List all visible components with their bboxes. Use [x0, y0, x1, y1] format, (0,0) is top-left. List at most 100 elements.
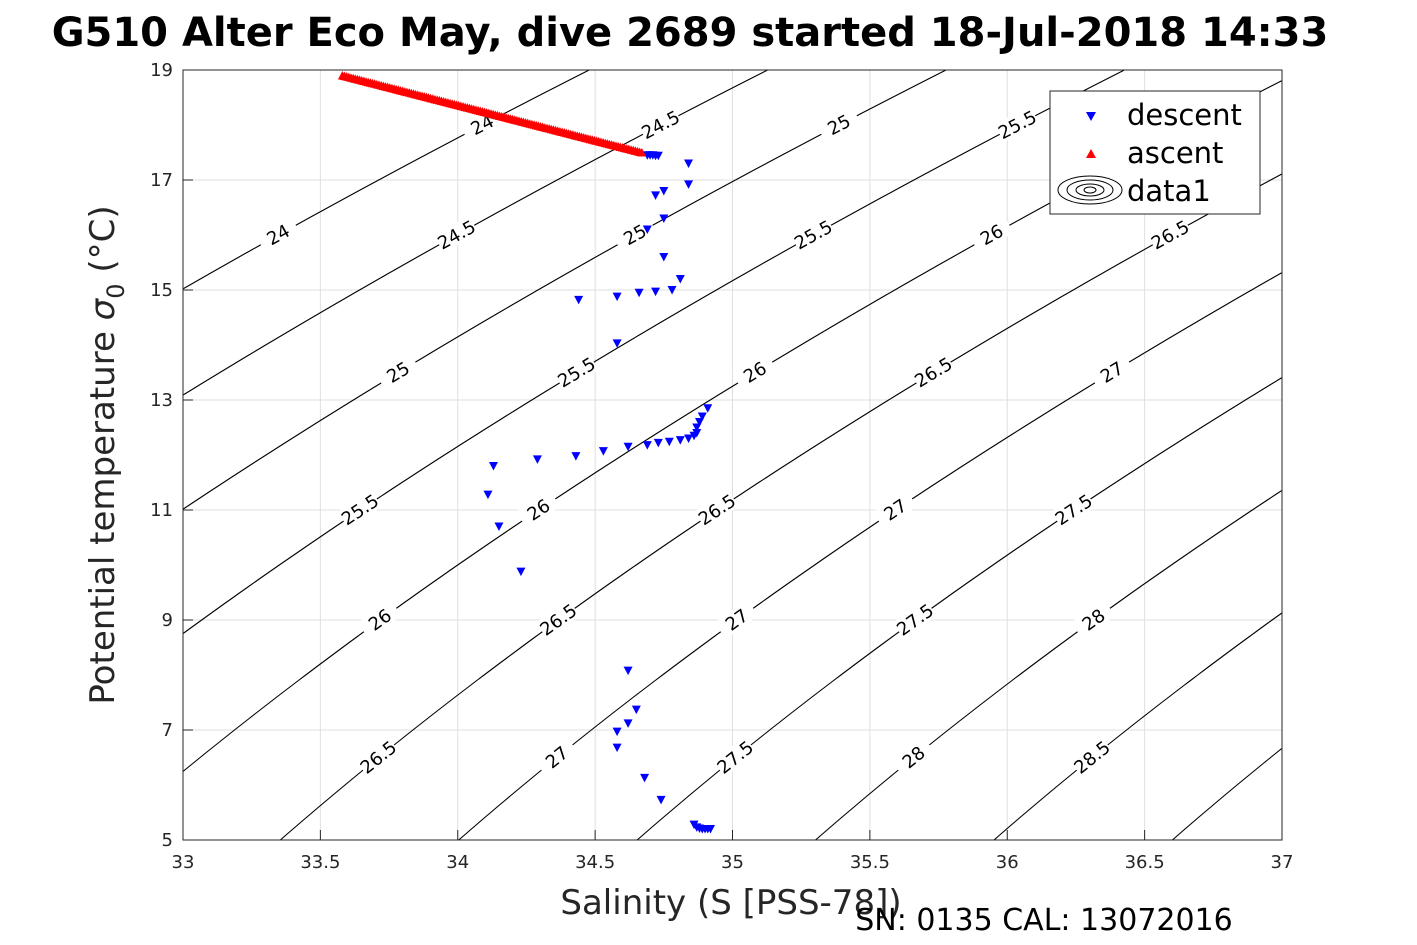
descent-point: [612, 743, 622, 753]
legend-descent-label: descent: [1127, 98, 1242, 132]
contour-label-bg: [892, 599, 937, 639]
descent-point: [623, 442, 633, 452]
x-tick-label: 34: [446, 852, 469, 873]
legend-descent-marker: [1086, 112, 1096, 121]
descent-point: [532, 455, 542, 464]
legend-data1-label: data1: [1127, 174, 1211, 208]
descent-point: [684, 159, 694, 168]
descent-point: [488, 462, 498, 471]
descent-point: [494, 522, 504, 531]
descent-point: [612, 339, 622, 348]
contour-label-bg: [1069, 736, 1114, 778]
y-tick-label: 17: [150, 170, 173, 191]
contour-label-bg: [433, 215, 479, 253]
footer-serial-calibration: SN: 0135 CAL: 13072016: [855, 903, 1233, 938]
descent-point: [651, 287, 661, 297]
descent-point: [612, 727, 622, 737]
contour-label-bg: [535, 599, 580, 639]
contour-label-bg: [694, 489, 739, 529]
descent-point: [623, 719, 633, 728]
contour-line: [183, 70, 769, 396]
x-tick-label: 34.5: [575, 852, 615, 873]
descent-point: [640, 773, 650, 783]
descent-point: [598, 447, 608, 456]
x-tick-label: 37: [1271, 852, 1294, 873]
contour-label-bg: [357, 599, 402, 639]
contour-label-bg: [375, 352, 421, 391]
descent-point: [703, 404, 713, 413]
x-tick-label: 36.5: [1125, 852, 1165, 873]
y-axis-label-unit: (°C): [83, 205, 123, 272]
descent-point: [659, 187, 669, 196]
y-tick-label: 7: [162, 720, 173, 741]
x-axis-ticks: 33 33.5 34 34.5 35 35.5 36 36.5 37: [172, 830, 1294, 873]
descent-point: [667, 286, 677, 295]
contour-label-bg: [891, 736, 936, 778]
contour-line: [457, 271, 1282, 840]
contour-label-bg: [969, 215, 1014, 253]
y-axis-ticks: 5 7 9 11 13 15 17 19: [150, 60, 193, 851]
data-series: [337, 71, 716, 834]
descent-point: [612, 292, 622, 302]
y-axis-label: Potential temperature σ0 (°C): [83, 205, 130, 704]
y-tick-label: 19: [150, 60, 173, 81]
legend-box: [1049, 90, 1261, 215]
descent-point: [571, 452, 581, 461]
contour-label-bg: [910, 352, 956, 391]
contour-label-bg: [337, 489, 382, 529]
y-axis-label-subscript: 0: [102, 283, 130, 298]
x-axis-label: Salinity (S [PSS-78]): [560, 883, 901, 923]
contour-label-bg: [1071, 599, 1116, 639]
descent-point: [697, 412, 707, 421]
contour-label-bg: [356, 736, 400, 778]
contour-line: [183, 70, 1126, 635]
contour-label-bg: [712, 736, 757, 778]
legend: descent ascent data1: [1049, 90, 1261, 215]
legend-contour-marker: [1057, 175, 1123, 205]
contour-label-bg: [515, 489, 561, 529]
contour-line: [279, 173, 1282, 840]
descent-point: [642, 441, 652, 450]
chart-title: G510 Alter Eco May, dive 2689 started 18…: [52, 10, 1329, 56]
ascent-point: [637, 148, 647, 157]
descent-point: [659, 253, 669, 262]
contour-label-bg: [732, 352, 777, 391]
descent-point: [623, 666, 633, 676]
contour-line: [183, 70, 591, 290]
descent-point: [651, 191, 661, 200]
descent-point: [692, 423, 702, 432]
descent-point: [684, 434, 694, 443]
descent-point: [675, 436, 685, 445]
y-axis-label-text: Potential temperature: [83, 331, 123, 704]
contour-label-bg: [872, 489, 918, 529]
descent-point: [653, 438, 663, 448]
contour-label-bg: [612, 215, 657, 253]
descent-point: [659, 214, 669, 223]
x-tick-label: 35: [721, 852, 744, 873]
descent-point: [642, 225, 652, 234]
contour-line: [814, 489, 1282, 840]
legend-ascent-marker: [1086, 149, 1096, 158]
contour-label-bg: [255, 215, 301, 253]
y-tick-label: 13: [150, 390, 173, 411]
y-axis-label-symbol: σ: [83, 297, 123, 320]
contour-label-bg: [1147, 215, 1193, 253]
descent-point: [675, 275, 685, 284]
legend-ascent-label: ascent: [1127, 136, 1223, 170]
contour-label-bg: [637, 106, 683, 143]
contour-label-bg: [553, 352, 599, 391]
y-tick-label: 5: [162, 830, 173, 851]
descent-point: [516, 567, 526, 577]
contour-label-bg: [790, 215, 836, 253]
contour-line: [183, 70, 948, 510]
descent-point: [706, 825, 716, 834]
contour-label-bg: [816, 106, 861, 143]
x-tick-label: 36: [996, 852, 1019, 873]
descent-point: [574, 295, 584, 305]
x-tick-label: 33.5: [300, 852, 340, 873]
x-tick-label: 33: [172, 852, 195, 873]
contour-line: [993, 612, 1282, 840]
contour-line: [636, 376, 1282, 840]
x-tick-label: 35.5: [850, 852, 890, 873]
